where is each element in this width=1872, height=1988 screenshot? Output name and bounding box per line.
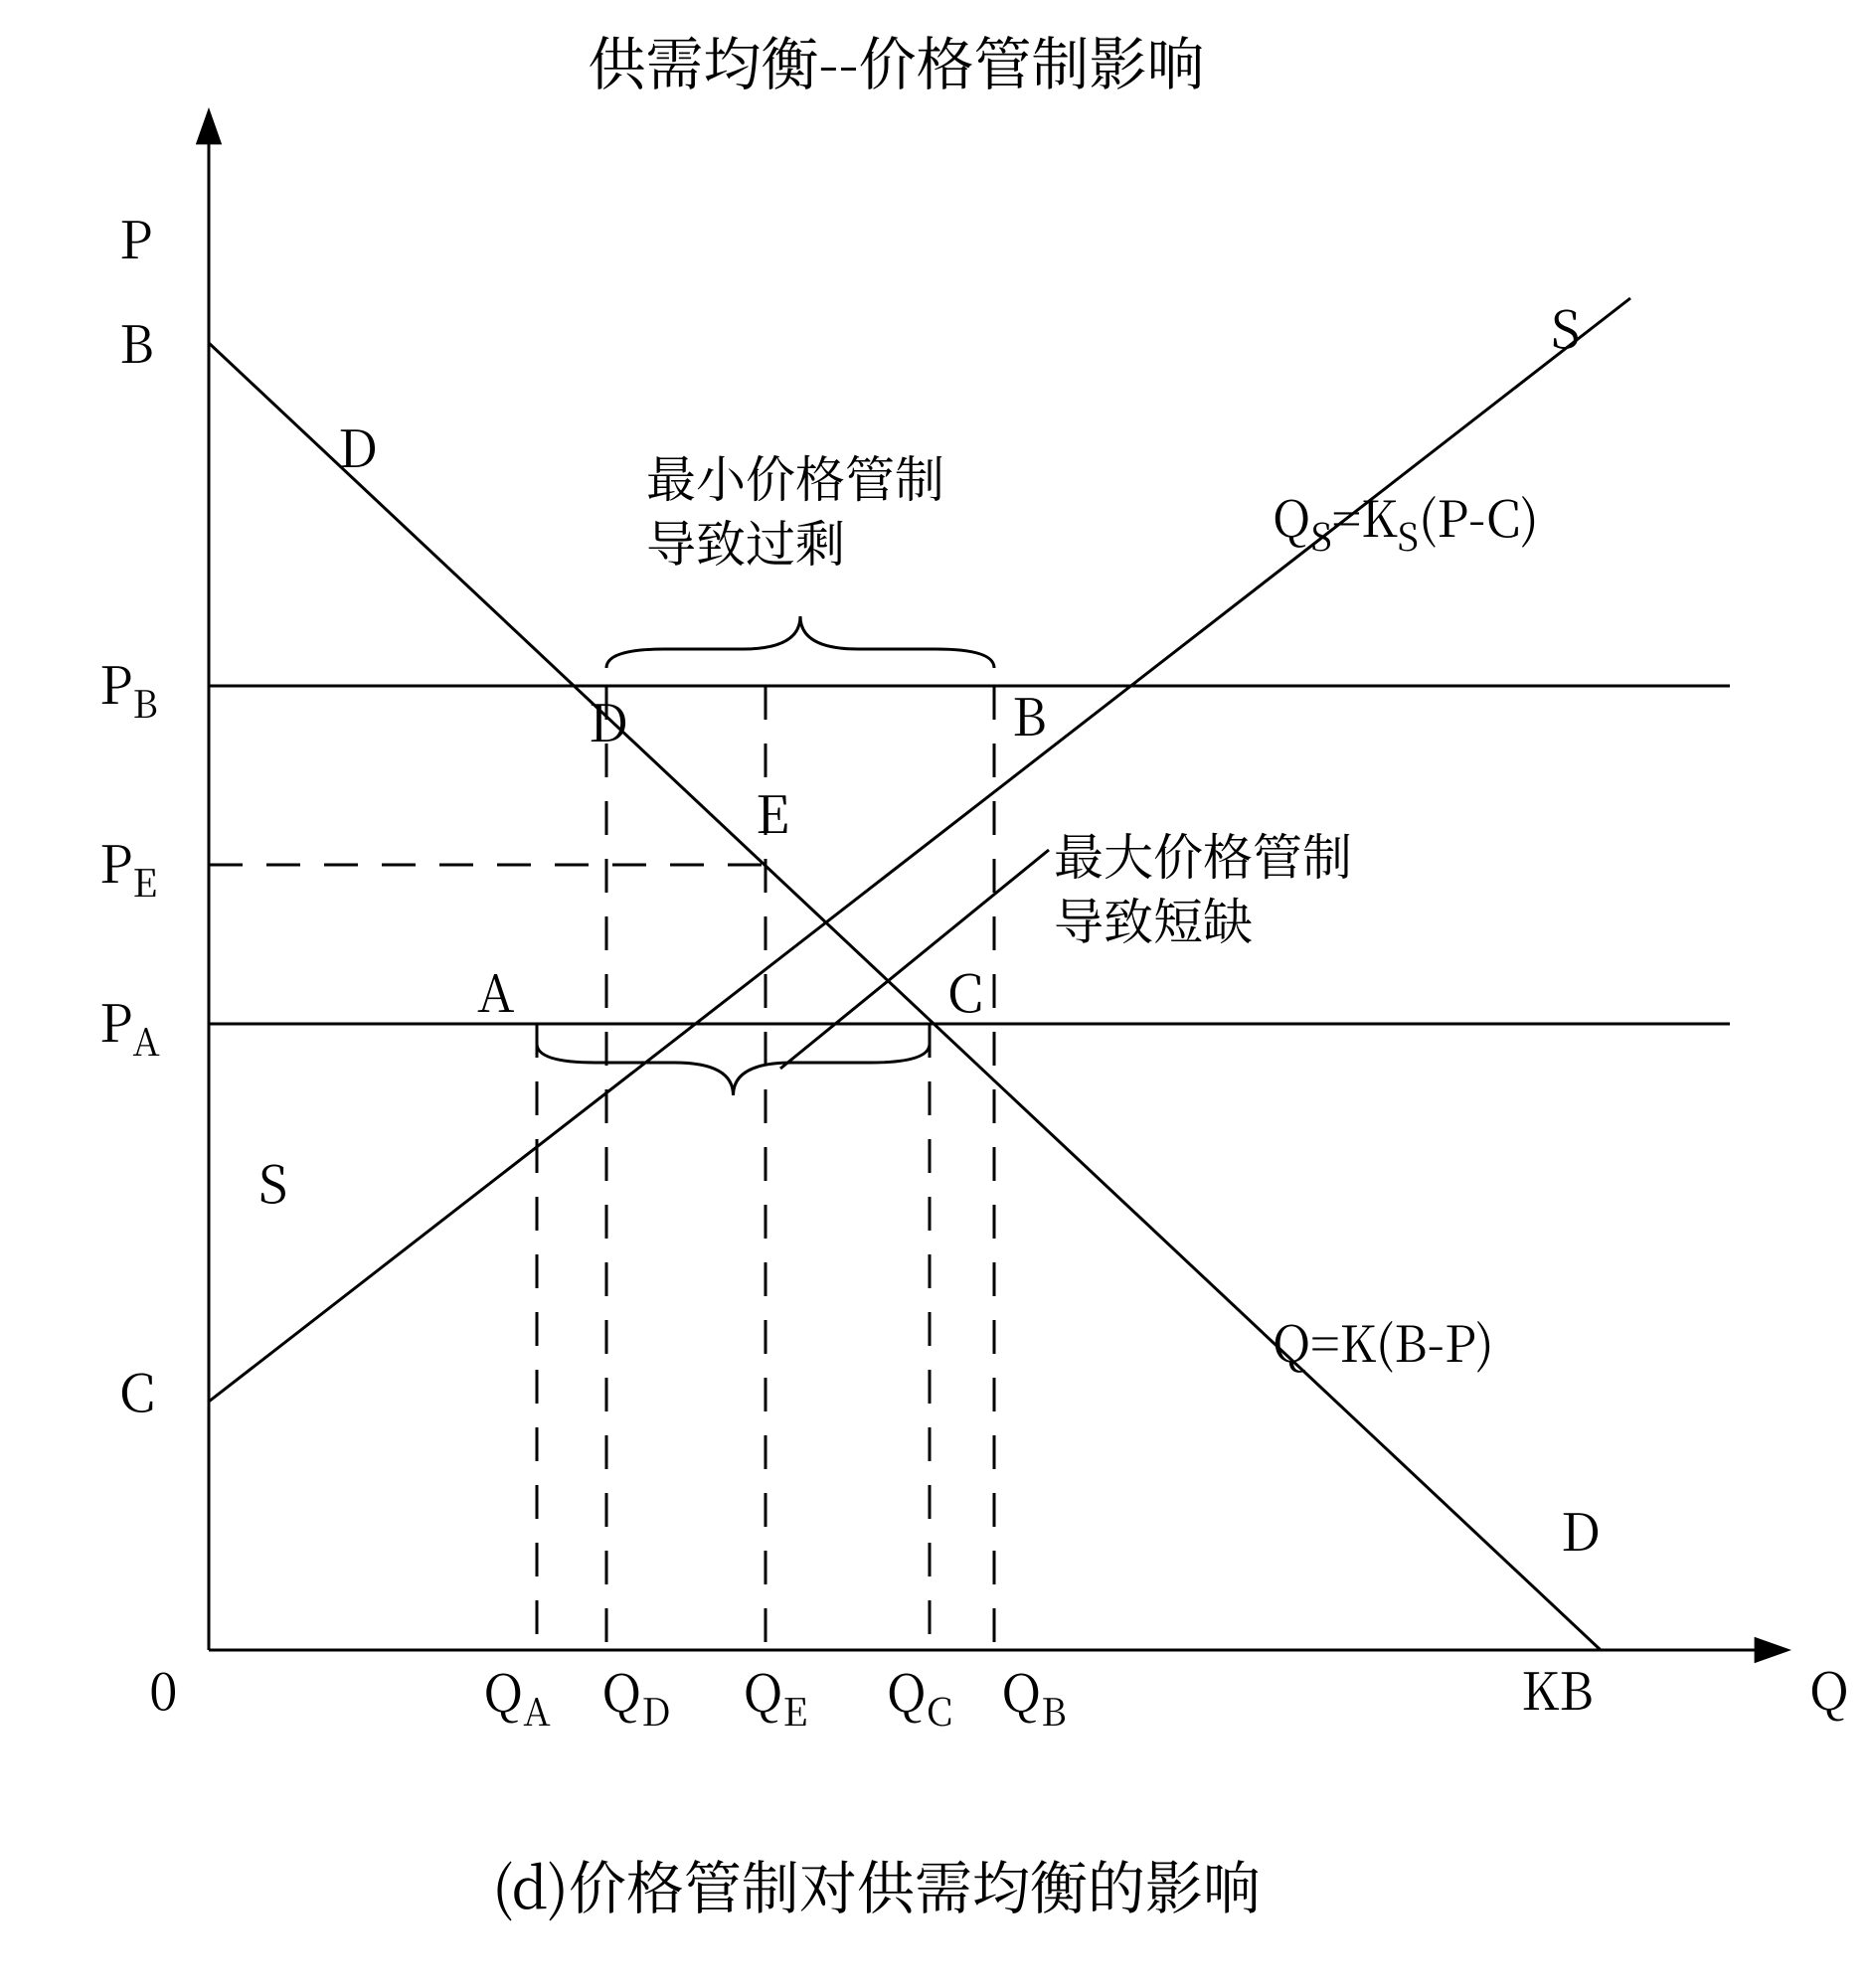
label-QD: QD [601,1652,670,1737]
label-PB: PB [99,644,158,729]
surplus-brace [606,616,994,668]
axis-label-Q: Q [1809,1650,1849,1725]
surplus-annotation-line1: 最小价格管制 [646,440,944,512]
label-QE: QE [744,1652,808,1737]
label-PE: PE [99,823,157,908]
label-C-on-y-axis: C [119,1352,155,1426]
surplus-annotation-line2: 导致过剩 [646,505,845,577]
label-QB: QB [1001,1652,1066,1737]
label-D-upper: D [338,408,378,482]
diagram-caption: (d)价格管制对供需均衡的影响 [492,1842,1261,1925]
x-axis-arrow [1755,1637,1791,1663]
point-label-D: D [589,682,628,756]
diagram-title: 供需均衡--价格管制影响 [588,18,1204,101]
label-B-on-y-axis: B [119,303,154,378]
y-axis-arrow [196,107,222,144]
shortage-annotation-line1: 最大价格管制 [1054,818,1352,890]
label-S-lower: S [258,1143,287,1218]
label-QA: QA [483,1652,550,1737]
supply-demand-diagram: 供需均衡--价格管制影响 (d)价格管制对供需均衡的影响 P Q 0 B C K… [0,0,1872,1988]
axis-label-P: P [119,199,152,273]
point-label-C: C [947,952,983,1027]
shortage-brace [537,1044,930,1095]
label-PA: PA [99,982,160,1067]
shortage-annotation-line2: 导致短缺 [1054,883,1253,954]
label-S-upper: S [1551,288,1580,363]
point-label-E: E [756,773,789,848]
label-D-lower: D [1561,1491,1601,1566]
origin-label: 0 [149,1650,178,1725]
shortage-leader-line [780,850,1049,1069]
label-KB: KB [1521,1650,1594,1725]
point-label-B: B [1012,676,1047,750]
label-QC: QC [887,1652,952,1737]
point-label-A: A [477,952,514,1027]
demand-equation: Q=K(B-P) [1273,1305,1494,1377]
supply-equation: QS=KS(P-C) [1273,480,1539,562]
